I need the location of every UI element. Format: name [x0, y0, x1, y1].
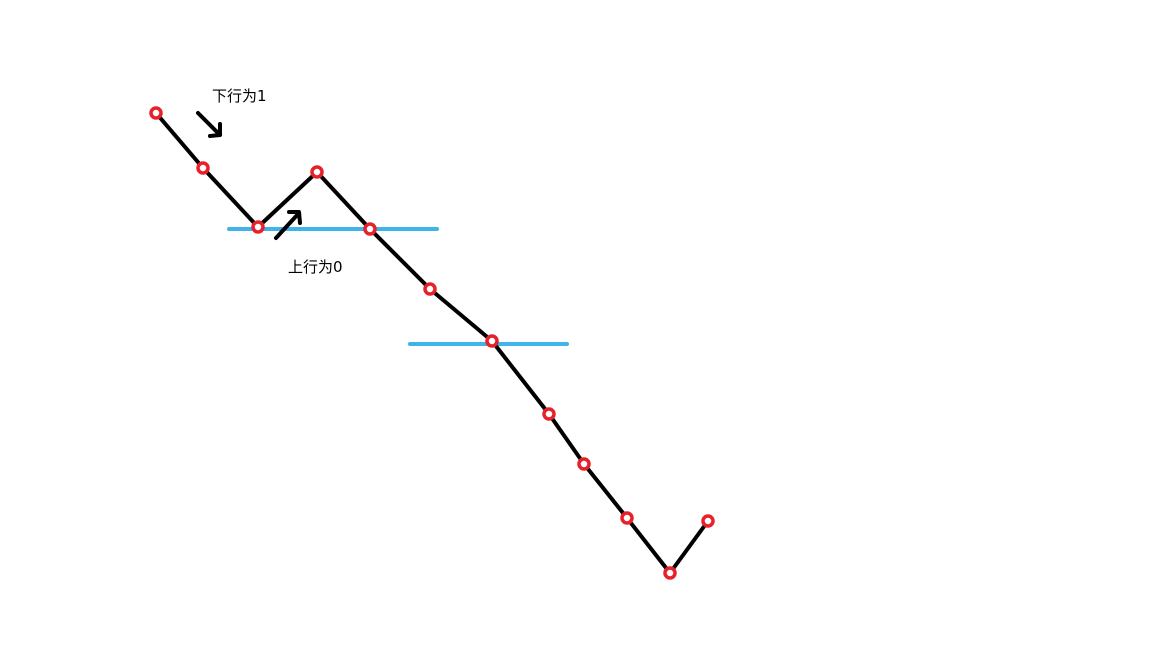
up-right-arrow-icon: [274, 210, 302, 240]
down-label: 下行为1: [212, 87, 267, 105]
vertex-marker: [363, 222, 377, 236]
vertex-marker: [701, 514, 715, 528]
zigzag-path: [154, 111, 710, 575]
vertex-marker: [149, 106, 163, 120]
up-label: 上行为0: [288, 258, 343, 276]
vertex-marker: [485, 334, 499, 348]
vertex-marker: [196, 161, 210, 175]
vertex-marker: [620, 511, 634, 525]
vertex-marker: [310, 165, 324, 179]
vertex-marker: [251, 220, 265, 234]
vertex-marker: [577, 457, 591, 471]
vertex-marker: [542, 407, 556, 421]
vertex-marker: [423, 282, 437, 296]
vertex-markers: [149, 106, 715, 580]
down-right-arrow-icon: [196, 111, 222, 138]
vertex-marker: [663, 566, 677, 580]
